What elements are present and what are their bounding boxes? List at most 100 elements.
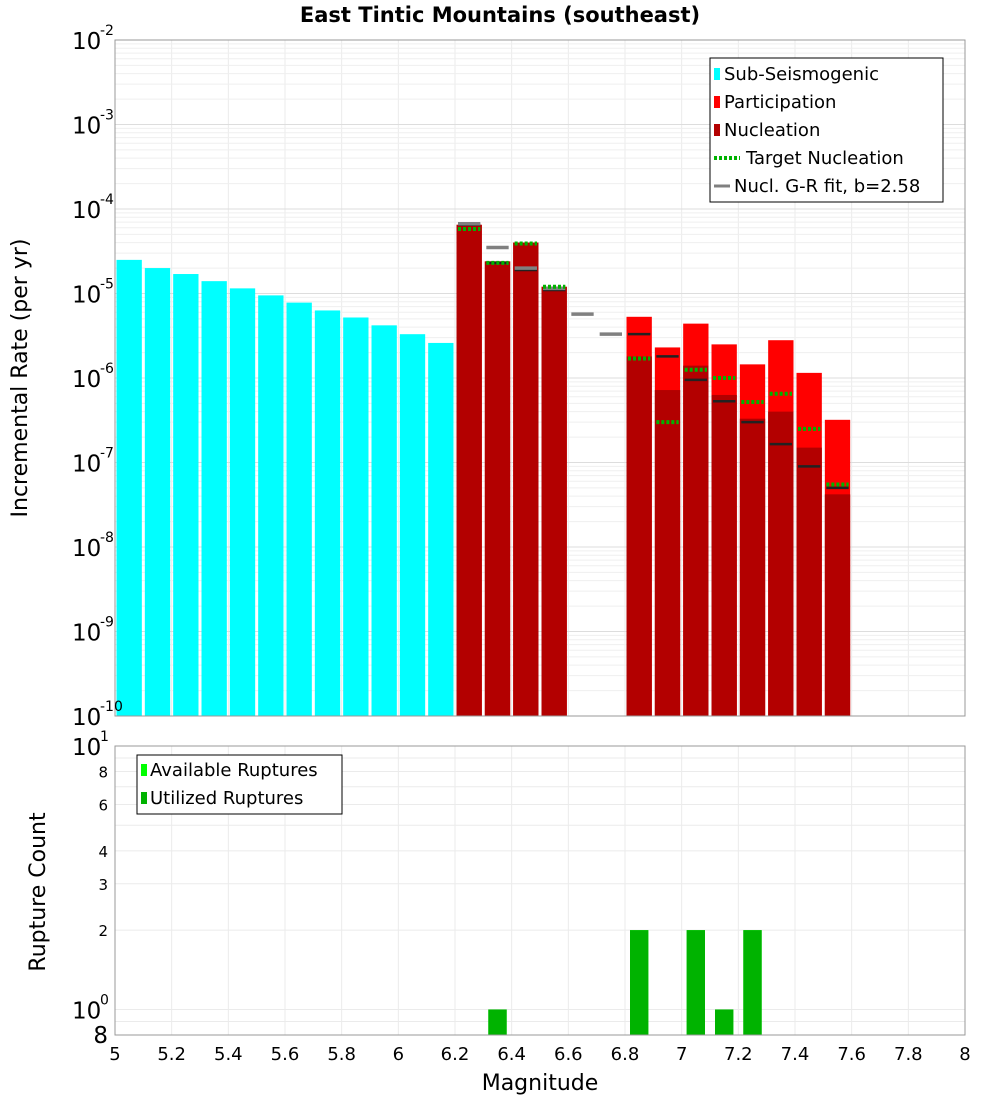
rate-y-tick-exponent: -3	[100, 108, 114, 124]
rate-y-tick-base: 10	[72, 621, 101, 647]
rate-bars	[116, 224, 851, 717]
sub-seismogenic-bar	[173, 274, 199, 716]
rate-y-tick: 10-6	[72, 361, 114, 393]
sub-seismogenic-bar	[229, 288, 256, 716]
count-y-tick: 6	[98, 796, 108, 814]
rate-y-tick-base: 10	[72, 705, 101, 731]
sub-seismogenic-bar	[144, 268, 171, 716]
nucleation-bar	[654, 390, 681, 716]
x-tick-label: 7.2	[724, 1044, 753, 1065]
count-y-tick: 8	[93, 1023, 108, 1049]
sub-seismogenic-bar	[116, 259, 142, 716]
utilized-ruptures-bar	[630, 930, 649, 1035]
rate-y-tick-base: 10	[72, 367, 101, 393]
count-bars	[488, 930, 762, 1035]
x-tick-label: 6.4	[497, 1044, 526, 1065]
count-y-tick: 8	[98, 764, 108, 782]
x-axis-label: Magnitude	[482, 1071, 599, 1096]
rate-y-tick: 10-7	[72, 446, 114, 478]
x-tick-label: 6	[393, 1044, 404, 1065]
sub-seismogenic-bar	[201, 281, 227, 716]
count-legend-swatch	[141, 792, 147, 804]
sub-seismogenic-bar	[286, 302, 312, 716]
nucleation-bar	[796, 447, 822, 716]
rate-legend-item: Sub-Seismogenic	[714, 64, 879, 85]
rate-y-tick: 10-4	[72, 192, 114, 224]
rate-y-tick-exponent: -10	[100, 699, 123, 715]
rate-legend-swatch	[714, 68, 720, 80]
x-tick-label: 7.6	[837, 1044, 866, 1065]
nucleation-bar	[683, 365, 709, 716]
rate-y-tick-exponent: -5	[100, 277, 114, 293]
utilized-ruptures-bar	[715, 1009, 734, 1035]
count-plot-border	[114, 745, 966, 1036]
rate-legend-item: Nucl. G-R fit, b=2.58	[714, 176, 920, 197]
rate-y-tick-base: 10	[72, 29, 101, 55]
rate-legend-label: Participation	[724, 92, 836, 113]
nucleation-bar	[484, 261, 511, 716]
rate-grid	[115, 40, 965, 717]
rate-legend-label: Sub-Seismogenic	[724, 64, 879, 85]
rate-y-tick-exponent: -6	[100, 361, 114, 377]
x-tick-label: 5.6	[271, 1044, 300, 1065]
x-tick-label: 5.8	[327, 1044, 356, 1065]
x-tick-label: 7.8	[894, 1044, 923, 1065]
rate-y-tick-base: 10	[72, 114, 101, 140]
rate-y-tick: 10-10	[72, 699, 123, 731]
rate-legend-item: Participation	[714, 92, 836, 113]
rate-legend-item: Nucleation	[714, 120, 820, 141]
sub-seismogenic-bar	[258, 295, 284, 716]
rate-y-tick-exponent: -8	[100, 530, 114, 546]
rate-legend-label: Nucleation	[724, 120, 820, 141]
rate-legend-box	[709, 57, 944, 203]
x-tick-label: 6.6	[554, 1044, 583, 1065]
nucleation-bar	[513, 242, 539, 717]
x-tick-label: 7.4	[781, 1044, 810, 1065]
count-legend: Available Ruptures Utilized Ruptures	[136, 754, 343, 815]
x-tick-label: 8	[959, 1044, 970, 1065]
count-y-tick-exponent: 0	[100, 992, 109, 1008]
rate-legend-label: Nucl. G-R fit, b=2.58	[734, 176, 920, 197]
count-x-ticks: 5 5.2 5.4 5.6 5.8 6 6.2 6.4 6.6 6.8 7 7.2 7.4 7.6 7.8 8	[109, 1044, 970, 1065]
count-legend-swatch	[141, 764, 147, 776]
count-y-tick: 4	[98, 843, 108, 861]
count-legend-label: Utilized Ruptures	[150, 788, 303, 809]
count-y-tick-base: 10	[72, 735, 101, 761]
count-legend-item: Available Ruptures	[141, 760, 318, 781]
count-y-tick: 3	[98, 876, 108, 894]
nucleation-bar	[626, 356, 652, 716]
sub-seismogenic-bar	[314, 310, 341, 716]
count-legend-item: Utilized Ruptures	[141, 788, 303, 809]
rate-plot-border	[114, 39, 966, 717]
nucleation-bar	[711, 394, 737, 716]
rate-y-tick-exponent: -4	[100, 192, 114, 208]
rate-y-tick: 10-8	[72, 530, 114, 562]
x-tick-label: 7	[676, 1044, 687, 1065]
nucleation-bar	[768, 411, 794, 716]
x-tick-label: 5.4	[214, 1044, 243, 1065]
count-y-axis-label: Rupture Count	[26, 812, 51, 972]
rate-y-tick-base: 10	[72, 283, 101, 309]
rate-y-tick-exponent: -7	[100, 446, 114, 462]
utilized-ruptures-bar	[686, 930, 705, 1035]
nucleation-bar	[541, 286, 567, 716]
rate-y-tick-base: 10	[72, 452, 101, 478]
rate-y-ticks: 10-210-310-410-510-610-710-810-910-10	[72, 23, 123, 731]
sub-seismogenic-bar	[399, 334, 426, 716]
x-tick-label: 5	[109, 1044, 120, 1065]
rate-y-tick: 10-9	[72, 615, 114, 647]
rate-y-tick-base: 10	[72, 198, 101, 224]
rate-y-tick-base: 10	[72, 536, 101, 562]
utilized-ruptures-bar	[743, 930, 762, 1035]
rate-y-tick-exponent: -9	[100, 615, 114, 631]
rate-legend-label: Target Nucleation	[745, 148, 904, 169]
x-tick-label: 6.8	[611, 1044, 640, 1065]
nucleation-bar	[739, 418, 766, 716]
rate-y-tick: 10-2	[72, 23, 114, 55]
rate-legend-swatch	[714, 96, 720, 108]
rate-legend-item: Target Nucleation	[714, 148, 904, 169]
sub-seismogenic-bar	[343, 317, 369, 716]
count-legend-box	[136, 754, 343, 815]
